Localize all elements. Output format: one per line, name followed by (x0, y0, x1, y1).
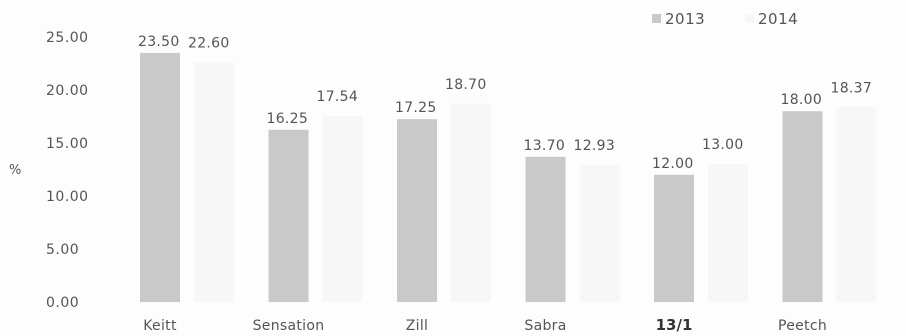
legend-swatch-2014 (745, 14, 754, 23)
x-tick-label: Sensation (253, 318, 325, 334)
data-label-2014-Zill: 18.70 (445, 77, 487, 93)
bar-2013-Zill (397, 119, 437, 303)
y-tick-label: 25.00 (46, 30, 89, 46)
data-label-2014-Peetch: 18.37 (831, 80, 873, 96)
data-label-2013-Peetch: 18.00 (781, 92, 823, 108)
bar-2014-131 (708, 164, 748, 302)
y-tick-label: 10.00 (46, 189, 89, 205)
x-tick-label: Sabra (524, 318, 566, 334)
data-label-2014-Sensation: 17.54 (317, 89, 359, 105)
data-label-2013-Keitt: 23.50 (138, 34, 180, 50)
legend-label-2014: 2014 (758, 10, 798, 28)
bar-2014-Sensation (322, 116, 363, 303)
x-tick-label: Zill (406, 318, 428, 334)
legend: 2013 2014 (652, 10, 798, 28)
data-labels: 23.50 22.60 16.25 17.54 17.25 18.70 13.70 12.93… (138, 34, 872, 172)
bar-2013-Keitt (140, 52, 180, 303)
data-label-2013-Sabra: 13.70 (524, 138, 566, 154)
legend-label-2013: 2013 (665, 10, 705, 28)
x-tick-label: 13/1 (656, 316, 693, 334)
y-axis: 0.00 5.00 10.00 15.00 20.00 25.00 (46, 30, 89, 311)
data-label-2014-131: 13.00 (702, 137, 744, 153)
data-label-2013-Sensation: 16.25 (267, 111, 309, 127)
bar-2014-Zill (451, 103, 491, 302)
y-tick-label: 20.00 (46, 83, 89, 99)
bars (140, 52, 877, 303)
data-label-2014-Sabra: 12.93 (574, 138, 616, 154)
data-label-2014-Keitt: 22.60 (188, 35, 230, 51)
bar-2013-Sensation (268, 129, 309, 302)
bar-2014-Keitt (194, 62, 234, 302)
bar-2014-Sabra (579, 164, 620, 302)
bar-2013-131 (654, 174, 694, 302)
bar-2014-Peetch (836, 107, 877, 302)
y-tick-label: 5.00 (46, 242, 79, 258)
bar-2013-Sabra (525, 156, 566, 302)
data-label-2013-Zill: 17.25 (395, 100, 437, 116)
legend-swatch-2013 (652, 14, 661, 23)
data-label-2013-131: 12.00 (652, 156, 694, 172)
y-tick-label: 0.00 (46, 295, 79, 311)
x-tick-label: Keitt (143, 318, 177, 334)
x-axis: Keitt Sensation Zill Sabra 13/1 Peetch (143, 316, 827, 334)
x-tick-label: Peetch (778, 318, 827, 334)
y-tick-label: 15.00 (46, 136, 89, 152)
y-axis-label: % (9, 163, 21, 178)
bar-2013-Peetch (782, 111, 823, 302)
